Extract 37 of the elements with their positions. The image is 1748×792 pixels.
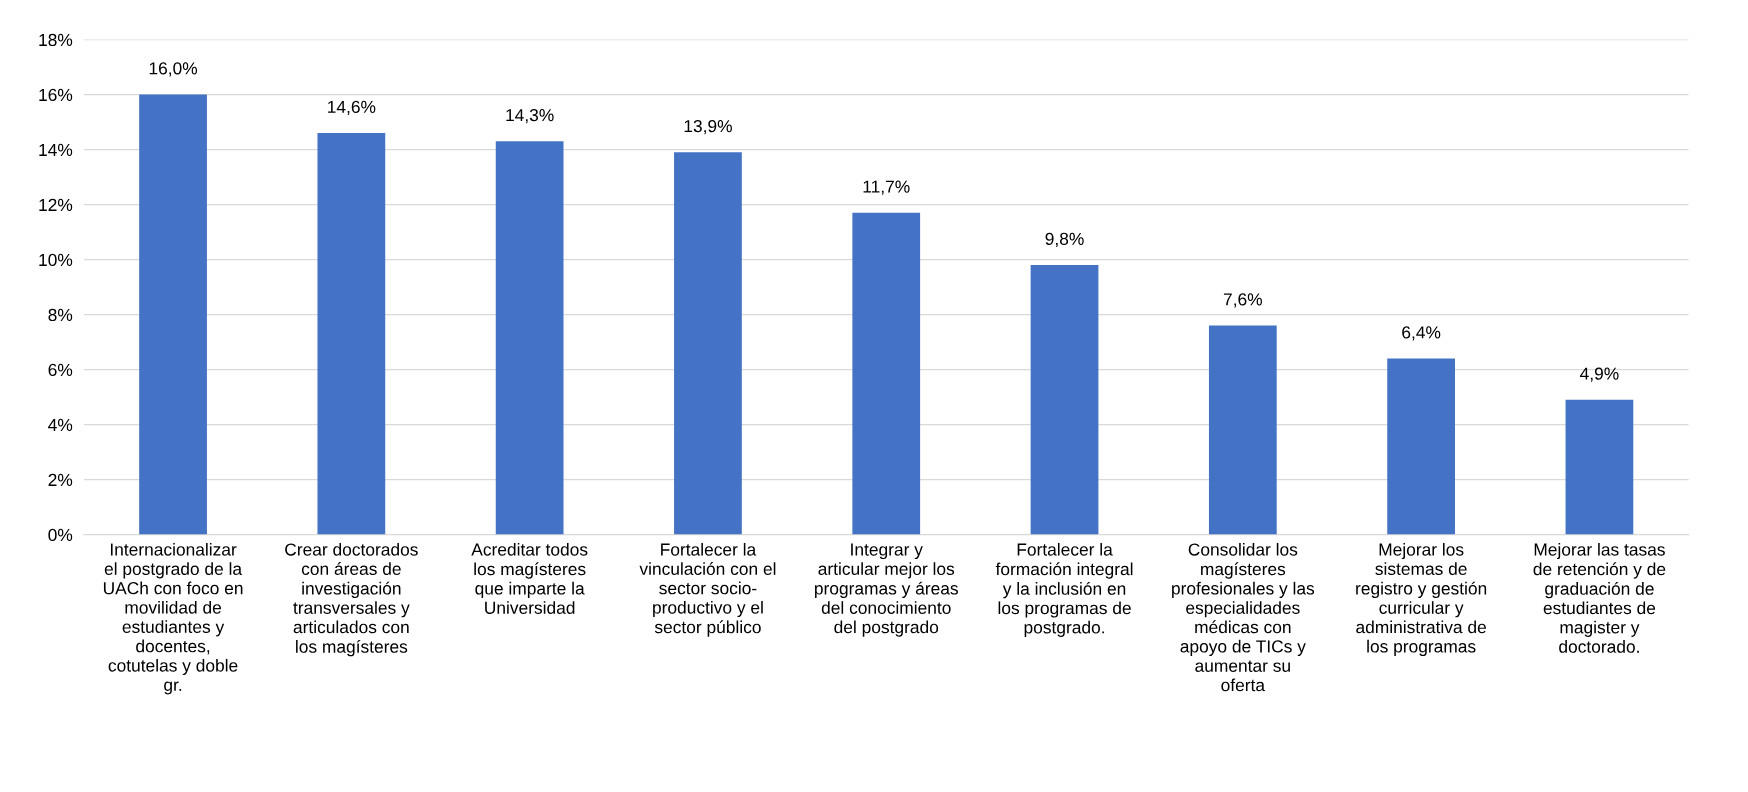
data-label: 16,0% <box>149 62 198 77</box>
y-tick-label: 10% <box>39 253 73 267</box>
y-tick-label: 16% <box>39 88 73 102</box>
x-tick-label: Consolidar los magísteres profesionales y las especialidades médicas con apoyo de TICs y aumentar su oferta <box>1172 542 1315 692</box>
y-tick-label: 12% <box>39 198 73 211</box>
data-label: 11,7% <box>863 180 910 195</box>
y-tick-label: 4% <box>48 418 73 431</box>
data-label: 14,6% <box>328 100 376 116</box>
data-label: 7,6% <box>1223 293 1262 308</box>
data-label: 9,8% <box>1045 232 1084 248</box>
y-tick-label: 18% <box>39 33 73 47</box>
y-tick-label: 14% <box>39 143 73 156</box>
y-tick-label: 6% <box>48 363 73 377</box>
data-label: 6,4% <box>1402 326 1441 341</box>
data-label: 14,3% <box>506 108 554 124</box>
bar <box>317 133 386 535</box>
data-label: 4,9% <box>1580 367 1619 382</box>
x-tick-label: Integrar y articular mejor los programas y áreas del conocimiento del postgrado <box>814 543 958 637</box>
x-tick-label: Crear doctorados con áreas de investigación transversales y articulados con los magísteres <box>285 542 418 657</box>
x-tick-label: Fortalecer la formación integral y la inclusión en los programas de postgrado. <box>995 542 1133 637</box>
x-tick-label: Mejorar los sistemas de registro y gestión curricular y administrativa de los programas <box>1356 542 1487 657</box>
bar <box>495 141 564 535</box>
y-tick-label: 8% <box>48 308 73 322</box>
x-tick-label: Internacionalizar el postgrado de la UACh con foco en movilidad de estudiantes y docentes, cotutelas y doble gr. <box>103 542 243 695</box>
bar <box>852 212 921 535</box>
x-tick-label: Mejorar las tasas de retención y de graduación de estudiantes de magister y doctorado. <box>1533 542 1666 653</box>
bar <box>1030 265 1099 535</box>
y-tick-label: 0% <box>48 528 73 542</box>
bar <box>139 94 207 535</box>
data-label: 13,9% <box>684 119 732 135</box>
bar <box>1565 399 1634 535</box>
x-tick-label: Fortalecer la vinculación con el sector socio- productivo y el sector público <box>639 542 776 637</box>
bar <box>674 152 742 535</box>
bar <box>1387 358 1455 535</box>
x-tick-label: Acreditar todos los magísteres que imparte la Universidad <box>471 542 588 614</box>
bar <box>1208 325 1277 535</box>
y-tick-label: 2% <box>48 473 73 486</box>
